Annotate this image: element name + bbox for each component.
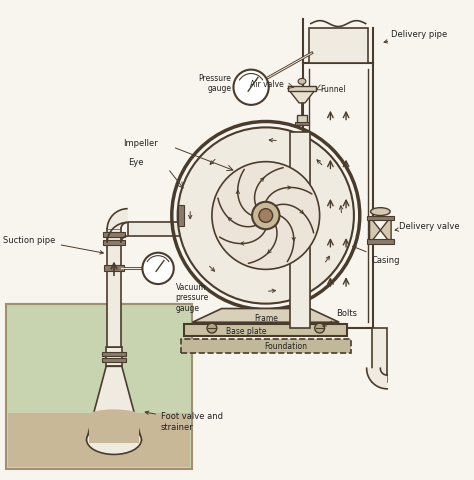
Bar [6, 304, 192, 469]
Polygon shape [380, 217, 391, 244]
Bar [372, 328, 387, 382]
Text: Base plate: Base plate [226, 326, 266, 335]
Bar [290, 133, 310, 328]
Text: Vacuum
pressure
gauge: Vacuum pressure gauge [176, 283, 209, 312]
Ellipse shape [87, 425, 141, 455]
Circle shape [259, 209, 273, 223]
Bar [107, 230, 121, 347]
Text: Funnel: Funnel [320, 84, 346, 94]
Bar [8, 413, 191, 467]
Bar [102, 359, 126, 362]
Circle shape [234, 71, 269, 106]
Text: Air valve: Air valve [250, 80, 283, 89]
Circle shape [178, 128, 354, 304]
Text: Eye: Eye [128, 158, 143, 167]
Text: Foot valve and
strainer: Foot valve and strainer [145, 411, 223, 431]
Bar [103, 233, 125, 238]
Text: Delivery valve: Delivery valve [395, 221, 460, 232]
Circle shape [212, 162, 319, 270]
Bar [295, 123, 309, 126]
Bar [288, 87, 316, 92]
Ellipse shape [371, 208, 390, 216]
Text: Pressure
gauge: Pressure gauge [199, 73, 231, 93]
Text: Casing: Casing [353, 247, 400, 264]
Circle shape [315, 324, 325, 333]
Bar [102, 352, 126, 356]
Polygon shape [288, 90, 316, 104]
Bar [366, 216, 394, 221]
Bar [178, 205, 183, 227]
Circle shape [142, 253, 174, 285]
Ellipse shape [298, 79, 306, 85]
Circle shape [207, 324, 217, 333]
Text: Suction pipe: Suction pipe [3, 235, 103, 254]
Text: Bolts: Bolts [323, 308, 357, 326]
Text: Delivery pipe: Delivery pipe [384, 30, 447, 44]
Bar [128, 223, 180, 237]
Bar [309, 29, 368, 64]
Bar [297, 115, 307, 125]
Polygon shape [366, 369, 387, 389]
Polygon shape [107, 209, 128, 230]
Polygon shape [87, 367, 141, 440]
Bar [184, 324, 347, 336]
Ellipse shape [89, 409, 139, 421]
Bar [106, 347, 122, 367]
Text: Frame: Frame [254, 313, 278, 322]
Bar [103, 240, 125, 245]
Bar [89, 415, 139, 443]
Text: Impeller: Impeller [123, 138, 158, 147]
Bar [181, 339, 351, 353]
Polygon shape [192, 309, 339, 323]
Circle shape [252, 203, 280, 230]
Bar [104, 266, 124, 272]
Bar [366, 240, 394, 244]
Polygon shape [370, 217, 380, 244]
Text: Foundation: Foundation [264, 342, 307, 350]
